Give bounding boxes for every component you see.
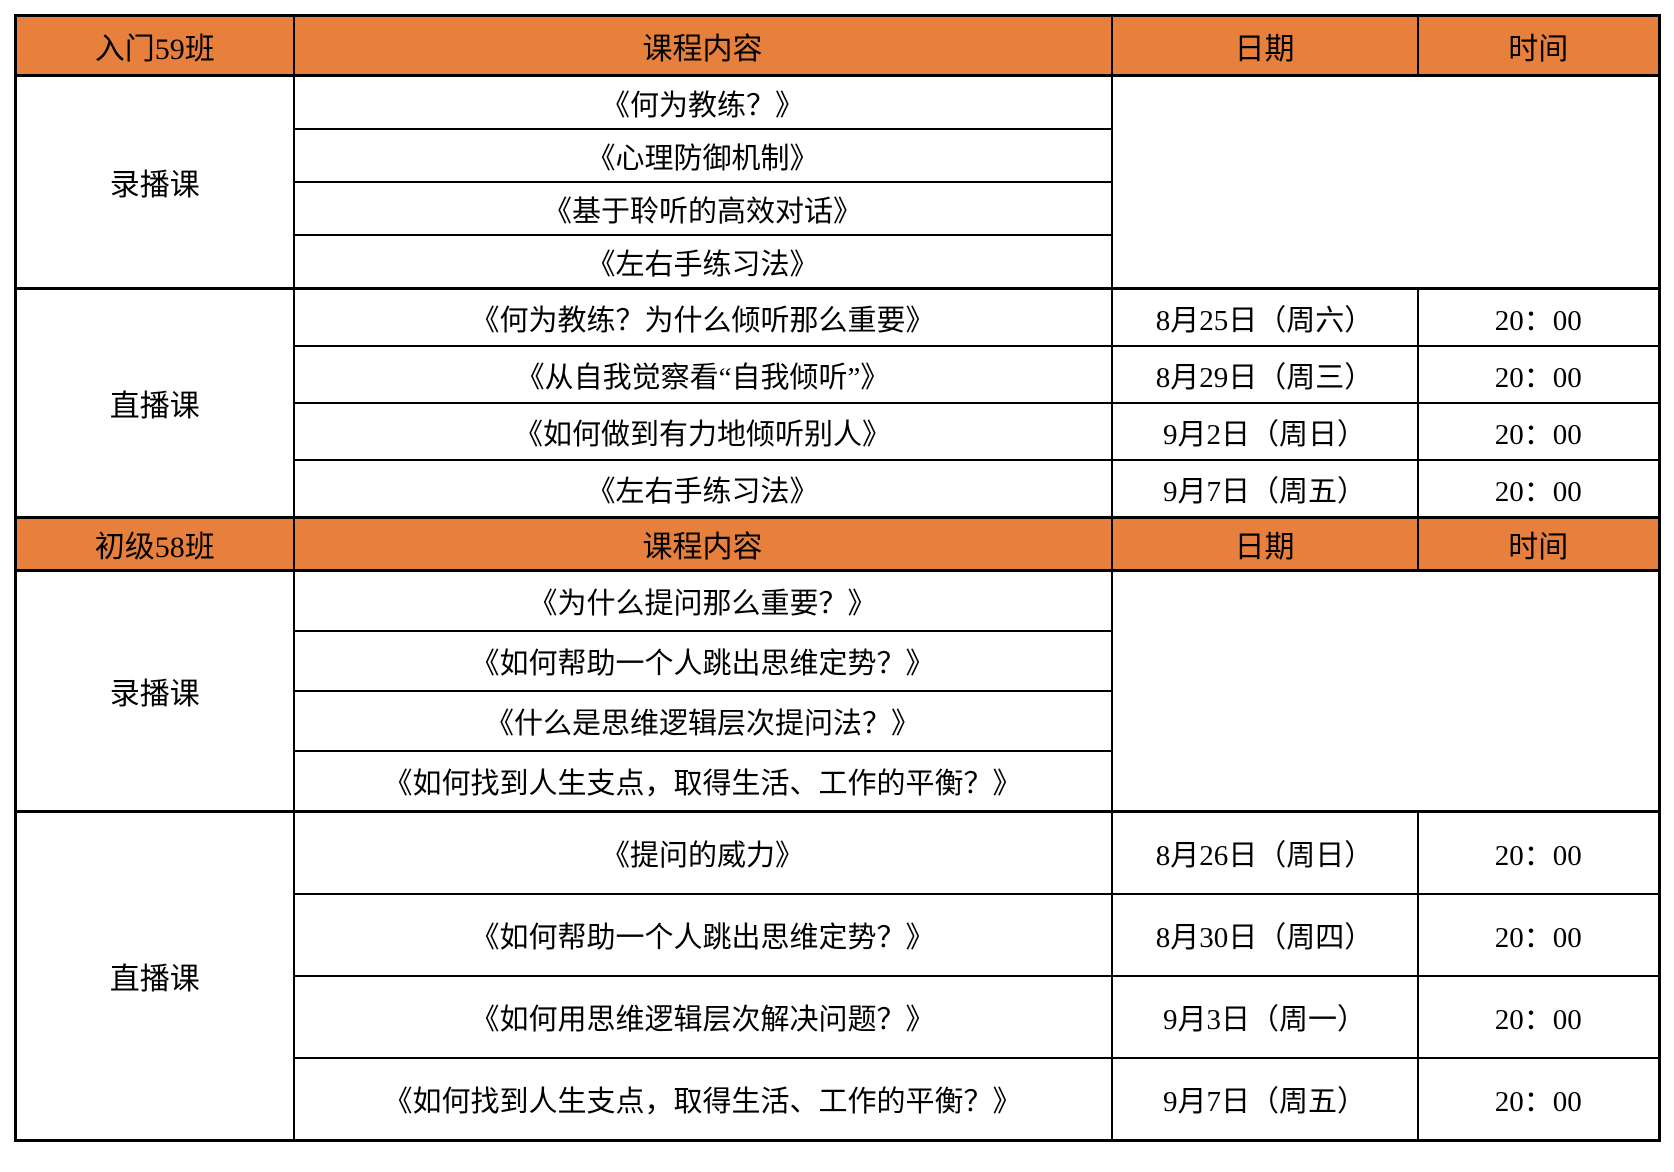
table-row: 录播课 《为什么提问那么重要？》	[14, 569, 1661, 813]
table-row: 《如何帮助一个人跳出思维定势？》	[16, 630, 1660, 692]
time-cell: 20：00	[1416, 810, 1661, 895]
section2-col-header-time: 时间	[1416, 516, 1661, 572]
course-cell: 《什么是思维逻辑层次提问法？》	[292, 690, 1113, 752]
table-row: 《如何帮助一个人跳出思维定势？》 8月30日（周四） 20：00	[16, 893, 1661, 977]
section1-col-header-course: 课程内容	[292, 14, 1113, 77]
table-row: 《基于聆听的高效对话》	[16, 181, 1660, 236]
section2-live-label: 直播课	[14, 810, 295, 1142]
course-cell: 《何为教练？》	[292, 74, 1113, 130]
course-cell: 《如何找到人生支点，取得生活、工作的平衡？》	[292, 750, 1113, 813]
section1-recorded-schedule-empty-cell	[1110, 74, 1661, 290]
date-cell: 9月3日（周一）	[1110, 975, 1419, 1059]
section2-recorded-schedule-empty-cell	[1110, 569, 1661, 813]
table-row: 录播课 《何为教练？》	[14, 74, 1661, 290]
course-cell: 《如何做到有力地倾听别人》	[292, 402, 1113, 461]
time-cell: 20：00	[1416, 287, 1661, 347]
table-row: 直播课 《何为教练？为什么倾听那么重要》 8月25日（周六） 20：00	[14, 287, 1661, 519]
section1-class-name: 入门59班	[14, 14, 295, 77]
section1-recorded-label: 录播课	[14, 74, 295, 290]
table-row: 《左右手练习法》 9月7日（周五） 20：00	[16, 459, 1661, 519]
course-cell: 《如何帮助一个人跳出思维定势？》	[292, 630, 1113, 692]
time-cell: 20：00	[1416, 402, 1661, 461]
course-cell: 《提问的威力》	[292, 810, 1113, 895]
date-cell: 9月7日（周五）	[1110, 459, 1419, 519]
course-cell: 《心理防御机制》	[292, 128, 1113, 183]
section2-col-header-course: 课程内容	[292, 516, 1113, 572]
section2-col-header-date: 日期	[1110, 516, 1419, 572]
table-row: 《如何用思维逻辑层次解决问题？》 9月3日（周一） 20：00	[16, 975, 1661, 1059]
section1-col-header-date: 日期	[1110, 14, 1419, 77]
course-cell: 《如何找到人生支点，取得生活、工作的平衡？》	[292, 1057, 1113, 1142]
date-cell: 8月25日（周六）	[1110, 287, 1419, 347]
date-cell: 8月26日（周日）	[1110, 810, 1419, 895]
table-row: 《从自我觉察看“自我倾听”》 8月29日（周三） 20：00	[16, 345, 1661, 404]
table-row: 《如何做到有力地倾听别人》 9月2日（周日） 20：00	[16, 402, 1661, 461]
date-cell: 9月7日（周五）	[1110, 1057, 1419, 1142]
table-row: 《左右手练习法》	[16, 234, 1660, 290]
section2-recorded-label: 录播课	[14, 569, 295, 813]
section1-header-row: 入门59班 课程内容 日期 时间	[14, 14, 1661, 77]
date-cell: 8月30日（周四）	[1110, 893, 1419, 977]
time-cell: 20：00	[1416, 459, 1661, 519]
time-cell: 20：00	[1416, 893, 1661, 977]
date-cell: 8月29日（周三）	[1110, 345, 1419, 404]
section2-class-name: 初级58班	[14, 516, 295, 572]
course-cell: 《如何用思维逻辑层次解决问题？》	[292, 975, 1113, 1059]
course-schedule-table: 入门59班 课程内容 日期 时间 录播课 《何为教练？》 《心理防御机制》 《基…	[14, 14, 1661, 1142]
course-cell: 《从自我觉察看“自我倾听”》	[292, 345, 1113, 404]
table-row: 《什么是思维逻辑层次提问法？》	[16, 690, 1660, 752]
section1-live-label: 直播课	[14, 287, 295, 519]
course-cell: 《基于聆听的高效对话》	[292, 181, 1113, 236]
section2-header-row: 初级58班 课程内容 日期 时间	[14, 516, 1661, 572]
course-cell: 《何为教练？为什么倾听那么重要》	[292, 287, 1113, 347]
table-row: 《如何找到人生支点，取得生活、工作的平衡？》	[16, 750, 1660, 813]
course-cell: 《为什么提问那么重要？》	[292, 569, 1113, 632]
time-cell: 20：00	[1416, 345, 1661, 404]
course-cell: 《左右手练习法》	[292, 459, 1113, 519]
course-cell: 《左右手练习法》	[292, 234, 1113, 290]
section1-col-header-time: 时间	[1416, 14, 1661, 77]
table-row: 直播课 《提问的威力》 8月26日（周日） 20：00	[14, 810, 1661, 1142]
table-row: 《如何找到人生支点，取得生活、工作的平衡？》 9月7日（周五） 20：00	[16, 1057, 1661, 1142]
table-row: 《心理防御机制》	[16, 128, 1660, 183]
course-cell: 《如何帮助一个人跳出思维定势？》	[292, 893, 1113, 977]
time-cell: 20：00	[1416, 975, 1661, 1059]
date-cell: 9月2日（周日）	[1110, 402, 1419, 461]
time-cell: 20：00	[1416, 1057, 1661, 1142]
